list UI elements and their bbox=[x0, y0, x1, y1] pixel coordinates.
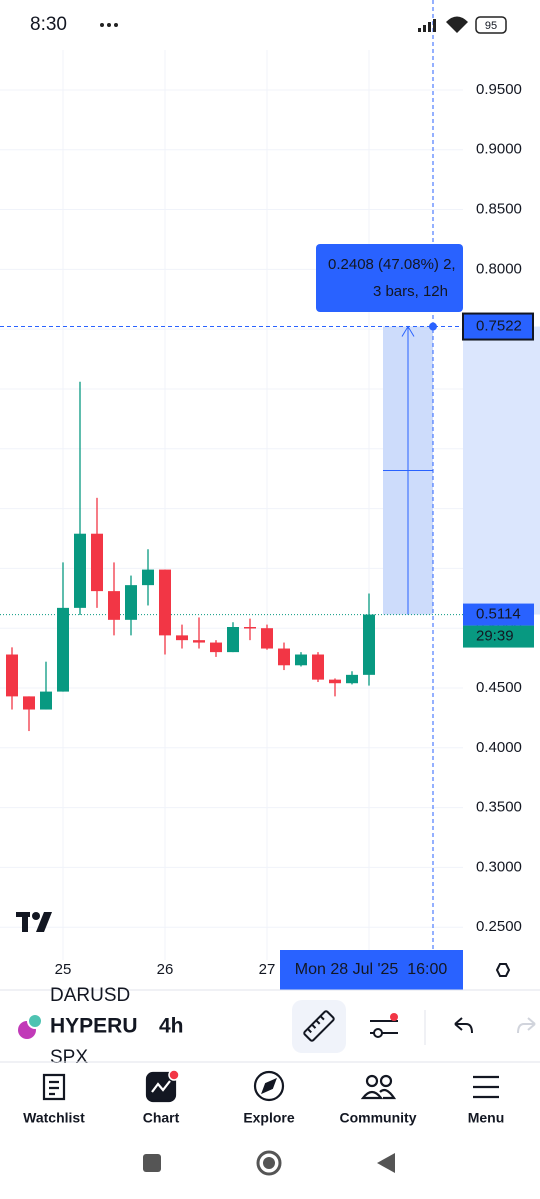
candle-body bbox=[91, 533, 103, 592]
crosshair-date: Mon 28 Jul '25 16:00 bbox=[295, 961, 448, 978]
candle-body bbox=[57, 607, 69, 692]
sys-home[interactable] bbox=[256, 1150, 282, 1176]
y-tick-label: 0.9000 bbox=[476, 141, 522, 158]
nav-label[interactable]: Watchlist bbox=[23, 1110, 85, 1126]
indicators-button[interactable] bbox=[370, 1020, 398, 1038]
candle-body bbox=[23, 696, 35, 710]
candle-body bbox=[261, 628, 273, 649]
wifi-icon bbox=[446, 16, 468, 33]
battery-icon bbox=[475, 16, 507, 34]
candle-body bbox=[74, 533, 86, 608]
candle-body bbox=[227, 627, 239, 653]
y-tick-label: 0.4500 bbox=[476, 679, 522, 696]
axis-settings[interactable] bbox=[495, 963, 511, 977]
y-tick-label: 0.9500 bbox=[476, 81, 522, 98]
status-time: 8:30 bbox=[30, 14, 67, 35]
last-price-label: 0.5114 bbox=[476, 606, 521, 623]
candle-body bbox=[6, 654, 18, 697]
ruler-icon bbox=[303, 1010, 335, 1042]
candle-body bbox=[210, 642, 222, 653]
redo-button[interactable] bbox=[517, 1017, 536, 1034]
signal-icon bbox=[418, 19, 436, 32]
sys-recent[interactable] bbox=[143, 1154, 161, 1172]
x-tick-label: 25 bbox=[55, 961, 72, 978]
measure-axis-highlight bbox=[463, 326, 540, 615]
sys-back[interactable] bbox=[377, 1153, 395, 1173]
crosshair-date-box bbox=[280, 950, 463, 990]
y-tick-label: 0.3000 bbox=[476, 858, 522, 875]
y-tick-label: 0.8500 bbox=[476, 201, 522, 218]
countdown-box bbox=[463, 625, 534, 648]
chart: 0.25000.30000.35000.40000.45000.50000.55… bbox=[0, 0, 540, 990]
nav-label[interactable]: Explore bbox=[243, 1110, 295, 1126]
x-tick-label: 26 bbox=[157, 961, 174, 978]
countdown: 29:39 bbox=[476, 628, 514, 645]
measure-tooltip bbox=[316, 244, 463, 312]
nav-icons bbox=[42, 1070, 499, 1103]
undo-button[interactable] bbox=[454, 1017, 473, 1034]
x-tick-label: 27 bbox=[259, 961, 276, 978]
candle-body bbox=[142, 569, 154, 586]
nav-label[interactable]: Community bbox=[340, 1110, 417, 1126]
candle-body bbox=[159, 569, 171, 636]
candle-body bbox=[40, 691, 52, 710]
candle-body bbox=[363, 614, 375, 675]
logo bbox=[16, 912, 52, 932]
symbol-prev[interactable]: DARUSD bbox=[50, 985, 130, 1006]
candle-body bbox=[278, 648, 290, 666]
y-tick-label: 0.4000 bbox=[476, 739, 522, 756]
candle-body bbox=[244, 627, 256, 629]
candle-body bbox=[329, 679, 341, 684]
candle-body bbox=[176, 635, 188, 641]
sys-home-dot bbox=[263, 1157, 275, 1169]
crosshair-price: 0.7522 bbox=[476, 318, 522, 335]
candle-body bbox=[193, 640, 205, 643]
measure-line1: 0.2408 (47.08%) 2, bbox=[328, 256, 456, 273]
status-dots bbox=[100, 23, 118, 27]
nav-bar: Watchlist Chart Explore Community Menu bbox=[23, 1110, 504, 1126]
candle-body bbox=[346, 674, 358, 684]
crosshair-price-box bbox=[462, 312, 534, 341]
indicator-dot bbox=[390, 1013, 398, 1021]
candle-body bbox=[295, 654, 307, 666]
symbol-next[interactable]: SPX bbox=[50, 1047, 88, 1068]
y-tick-label: 0.3500 bbox=[476, 799, 522, 816]
interval[interactable]: 4h bbox=[159, 1015, 184, 1038]
ruler-button[interactable] bbox=[292, 1000, 346, 1053]
last-price-box bbox=[463, 603, 534, 626]
symbol-icon2 bbox=[27, 1013, 43, 1029]
nav-label[interactable]: Menu bbox=[468, 1110, 505, 1126]
chart-badge bbox=[168, 1069, 180, 1081]
measure-line2: 3 bars, 12h bbox=[373, 283, 448, 300]
candle-body bbox=[108, 591, 120, 620]
crosshair-dot bbox=[429, 322, 437, 331]
y-tick-label: 0.2500 bbox=[476, 918, 522, 935]
symbol[interactable]: HYPERU bbox=[50, 1015, 138, 1038]
y-tick-label: 0.8000 bbox=[476, 260, 522, 277]
candle-body bbox=[125, 585, 137, 620]
candle-body bbox=[312, 654, 324, 680]
battery-level: 95 bbox=[485, 20, 497, 32]
nav-label[interactable]: Chart bbox=[143, 1110, 180, 1126]
